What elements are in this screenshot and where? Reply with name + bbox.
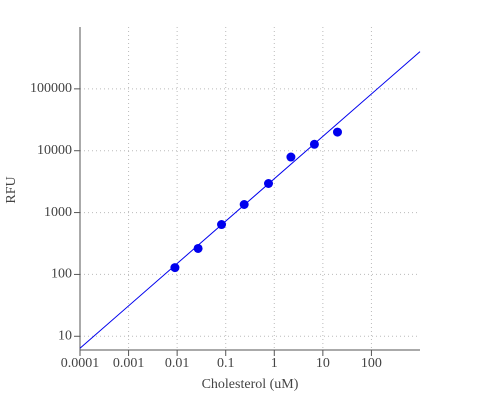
y-axis-label: RFU bbox=[4, 176, 19, 203]
y-tick-label: 10 bbox=[58, 328, 72, 343]
y-tick-label: 100000 bbox=[30, 81, 72, 96]
x-tick-label: 10 bbox=[316, 356, 330, 371]
x-tick-label: 0.1 bbox=[217, 356, 235, 371]
data-point bbox=[332, 127, 342, 137]
fit-line bbox=[79, 51, 421, 349]
data-point bbox=[286, 152, 296, 162]
x-tick-label: 0.001 bbox=[113, 356, 145, 371]
y-tick-label: 100 bbox=[51, 267, 72, 282]
y-tick-label: 10000 bbox=[37, 143, 72, 158]
x-axis-label: Cholesterol (uM) bbox=[202, 377, 299, 392]
x-tick-label: 100 bbox=[361, 356, 382, 371]
x-tick-label: 1 bbox=[271, 356, 278, 371]
x-tick-label: 0.01 bbox=[165, 356, 190, 371]
data-point bbox=[193, 243, 203, 253]
x-tick-label: 0.0001 bbox=[61, 356, 100, 371]
data-point bbox=[309, 139, 319, 149]
data-point bbox=[170, 263, 180, 273]
data-point bbox=[217, 220, 227, 230]
data-point bbox=[239, 200, 249, 210]
y-tick-label: 1000 bbox=[44, 205, 72, 220]
data-point bbox=[263, 179, 273, 189]
